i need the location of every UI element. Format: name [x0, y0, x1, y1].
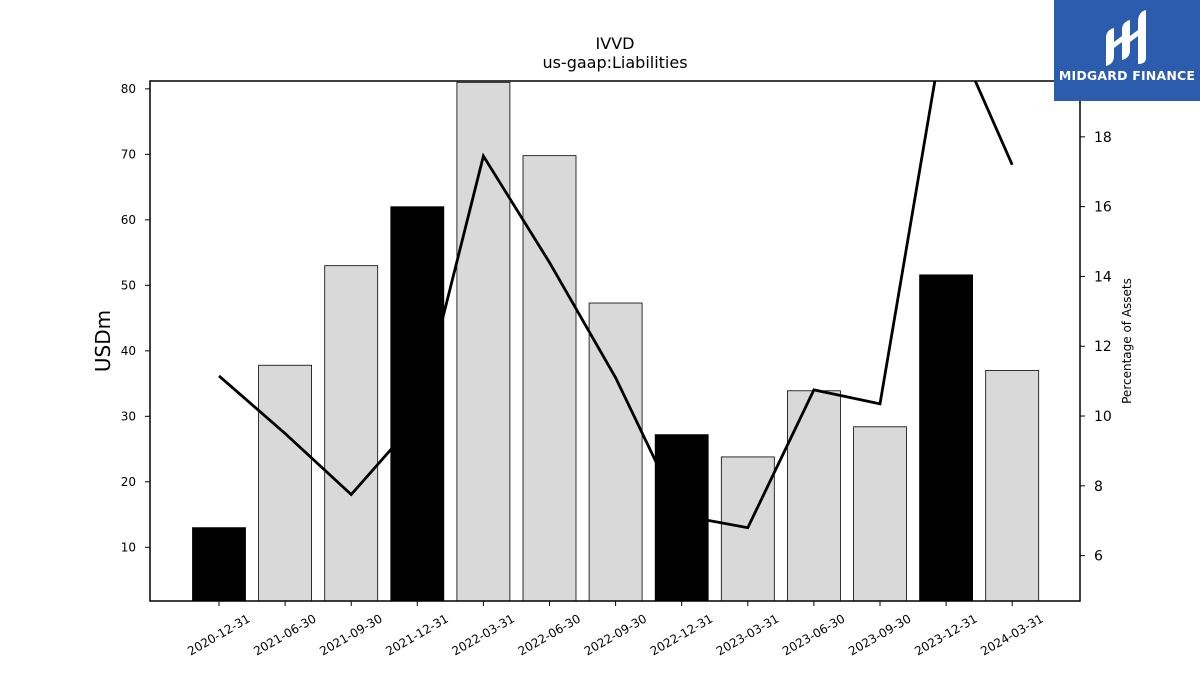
y-axis: 10 20 30 40 50 60 70 80 [121, 82, 150, 554]
bar [588, 302, 643, 601]
x-axis: 2020-12-312021-06-302021-09-302021-12-31… [185, 601, 1046, 658]
y2-axis-label: Percentage of Assets [1120, 278, 1134, 404]
bar [324, 265, 379, 601]
plot-frame [149, 80, 1081, 602]
bar-group [192, 81, 1040, 601]
y2-tick-label: 10 [1094, 409, 1112, 425]
bar [456, 81, 511, 601]
y-tick-label: 60 [121, 213, 136, 227]
logo-icon [1106, 10, 1146, 66]
y-tick-label: 70 [121, 147, 136, 161]
y-tick-label: 10 [121, 540, 136, 554]
y2-tick-label: 18 [1094, 130, 1112, 146]
x-tick-label: 2021-09-30 [317, 611, 384, 658]
percentage-line [218, 81, 1014, 530]
chart-title: IVVD [596, 34, 635, 53]
bar [192, 527, 246, 601]
y2-tick-label: 12 [1094, 339, 1112, 355]
y-tick-label: 50 [121, 278, 136, 292]
x-tick-label: 2022-03-31 [449, 611, 516, 658]
x-tick-label: 2020-12-31 [185, 611, 252, 658]
line-group [218, 81, 1014, 530]
x-tick-label: 2022-06-30 [516, 611, 583, 658]
bar [258, 364, 313, 601]
x-tick-label: 2021-06-30 [251, 611, 318, 658]
bar [853, 426, 907, 601]
y2-tick-label: 6 [1094, 549, 1103, 565]
x-tick-label: 2022-12-31 [648, 611, 715, 658]
bar [390, 206, 445, 601]
y2-tick-label: 14 [1094, 269, 1112, 285]
bar [919, 274, 973, 601]
brand-logo: MIDGARD FINANCE [1054, 0, 1200, 101]
x-tick-label: 2023-03-31 [714, 611, 781, 658]
x-tick-label: 2024-03-31 [978, 611, 1045, 658]
y2-tick-label: 8 [1094, 479, 1103, 495]
y-tick-label: 80 [121, 82, 136, 96]
y2-tick-label: 16 [1094, 200, 1112, 216]
x-tick-label: 2023-06-30 [780, 611, 847, 658]
x-tick-label: 2023-12-31 [912, 611, 979, 658]
y-tick-label: 40 [121, 344, 136, 358]
x-tick-label: 2021-12-31 [383, 611, 450, 658]
chart-subtitle: us-gaap:Liabilities [542, 53, 687, 72]
x-tick-label: 2022-09-30 [582, 611, 649, 658]
x-tick-label: 2023-09-30 [846, 611, 913, 658]
y-axis-label: USDm [91, 310, 115, 372]
bar [787, 390, 841, 601]
y-tick-label: 20 [121, 475, 136, 489]
bar [985, 370, 1040, 601]
logo-text: MIDGARD FINANCE [1058, 68, 1196, 83]
bar [522, 155, 577, 601]
y-tick-label: 30 [121, 409, 136, 423]
y2-axis: 6 8 10 12 14 16 18 [1080, 130, 1112, 565]
